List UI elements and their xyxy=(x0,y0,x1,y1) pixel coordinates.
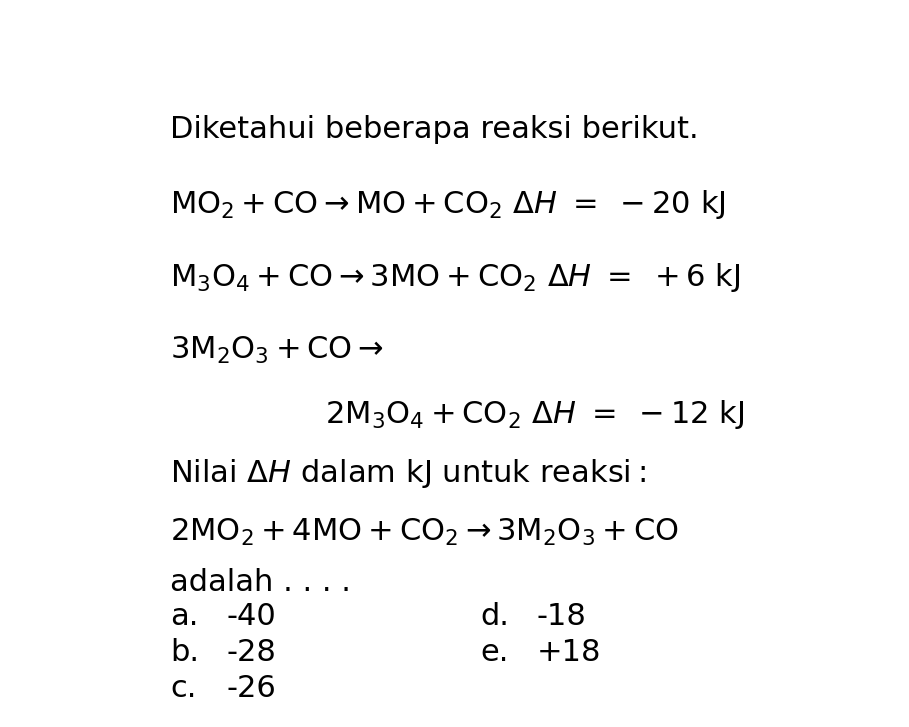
Text: $\mathregular{M_3O_4 + CO \rightarrow 3MO + CO_2\ \Delta}$$\it{H}$$\mathregular{: $\mathregular{M_3O_4 + CO \rightarrow 3M… xyxy=(170,261,741,294)
Text: -18: -18 xyxy=(536,602,586,630)
Text: $\mathregular{3M_2O_3 + CO \rightarrow}$: $\mathregular{3M_2O_3 + CO \rightarrow}$ xyxy=(170,334,384,366)
Text: d.: d. xyxy=(480,602,509,630)
Text: a.: a. xyxy=(170,602,198,630)
Text: $\mathregular{Nilai\ \Delta}$$\it{H}$$\mathregular{\ dalam\ kJ\ untuk\ reaksi:}$: $\mathregular{Nilai\ \Delta}$$\it{H}$$\m… xyxy=(170,457,646,490)
Text: $\mathregular{2MO_2 + 4MO + CO_2 \rightarrow 3M_2O_3 + CO}$: $\mathregular{2MO_2 + 4MO + CO_2 \righta… xyxy=(170,517,679,547)
Text: +18: +18 xyxy=(536,638,601,667)
Text: adalah . . . .: adalah . . . . xyxy=(170,568,351,597)
Text: c.: c. xyxy=(170,675,196,704)
Text: -26: -26 xyxy=(226,675,276,704)
Text: Diketahui beberapa reaksi berikut.: Diketahui beberapa reaksi berikut. xyxy=(170,115,699,144)
Text: -40: -40 xyxy=(226,602,276,630)
Text: -28: -28 xyxy=(226,638,276,667)
Text: b.: b. xyxy=(170,638,199,667)
Text: $\mathregular{2M_3O_4 + CO_2\ \Delta}$$\it{H}$$\mathregular{\ =\ -12\ kJ}$: $\mathregular{2M_3O_4 + CO_2\ \Delta}$$\… xyxy=(325,398,744,431)
Text: e.: e. xyxy=(480,638,508,667)
Text: $\mathregular{MO_2 + CO \rightarrow MO + CO_2\ \Delta}$$\it{H}$$\mathregular{\ =: $\mathregular{MO_2 + CO \rightarrow MO +… xyxy=(170,188,725,221)
